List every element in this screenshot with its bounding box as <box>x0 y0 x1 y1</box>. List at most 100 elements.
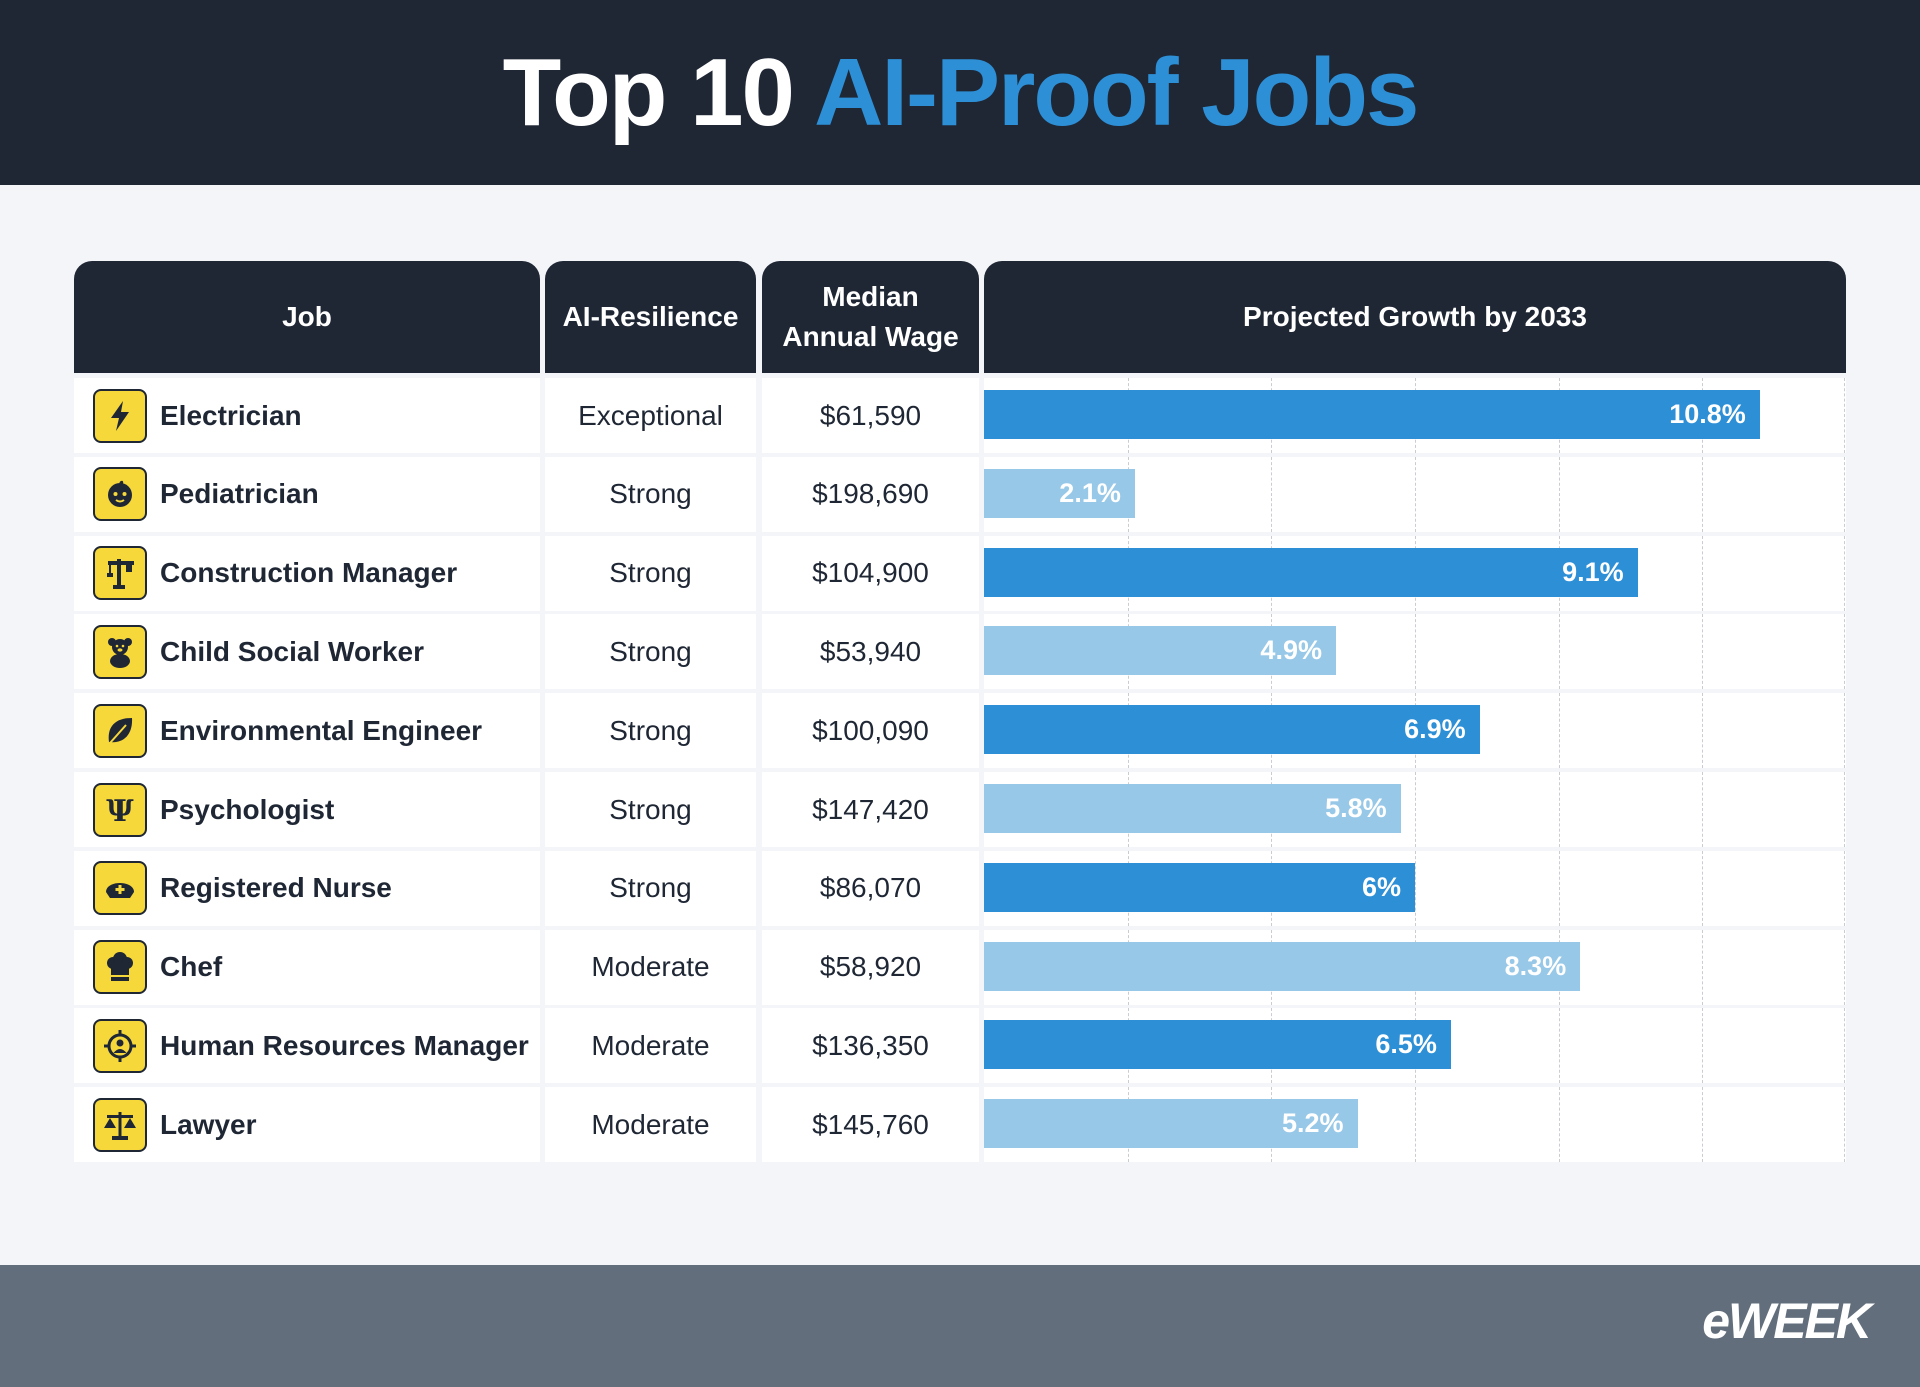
wage-value: $145,760 <box>812 1108 929 1140</box>
gridline <box>1702 1087 1704 1163</box>
svg-text:Ψ: Ψ <box>106 794 134 828</box>
job-cell: Registered Nurse <box>74 850 540 926</box>
header-growth: Projected Growth by 2033 <box>984 261 1846 373</box>
nurse-cap-icon <box>93 861 147 916</box>
baby-face-icon <box>93 467 147 522</box>
gridline <box>1558 1087 1560 1163</box>
leaf-icon <box>93 703 147 758</box>
job-name: Lawyer <box>160 1108 257 1140</box>
wage-value: $136,350 <box>812 1029 929 1061</box>
resilience-value: Strong <box>609 872 692 904</box>
growth-cell: 2.1% <box>984 456 1846 532</box>
growth-cell: 6.9% <box>984 693 1846 769</box>
header-job: Job <box>74 261 540 373</box>
resilience-cell: Moderate <box>545 1087 756 1163</box>
page-header: Top 10 AI-Proof Jobs <box>0 0 1920 185</box>
growth-cell: 6.5% <box>984 1008 1846 1084</box>
growth-cell: 4.9% <box>984 614 1846 690</box>
resilience-value: Moderate <box>591 1108 710 1140</box>
gridline <box>1702 929 1704 1005</box>
table-row: Registered Nurse Strong $86,070 6% <box>74 850 1846 926</box>
table-row: Construction Manager Strong $104,900 9.1… <box>74 535 1846 611</box>
growth-label: 10.8% <box>1669 399 1746 429</box>
job-name: Psychologist <box>160 793 335 825</box>
gridline <box>1415 614 1416 690</box>
wage-cell: $58,920 <box>762 929 979 1005</box>
job-name: Construction Manager <box>160 557 458 589</box>
header-job-label: Job <box>282 301 332 332</box>
resilience-cell: Strong <box>545 772 756 847</box>
resilience-value: Exceptional <box>578 399 723 431</box>
resilience-cell: Strong <box>545 535 756 611</box>
header-growth-label: Projected Growth by 2033 <box>1243 301 1587 332</box>
gridline <box>1844 614 1845 690</box>
title-part-2: AI-Proof Jobs <box>814 38 1419 146</box>
resilience-cell: Exceptional <box>545 378 756 453</box>
growth-label: 9.1% <box>1562 556 1624 587</box>
table-row: Lawyer Moderate $145,760 5.2% <box>74 1087 1846 1163</box>
gridline <box>1844 929 1845 1005</box>
gridline <box>1415 772 1416 847</box>
resilience-cell: Strong <box>545 456 756 532</box>
wage-value: $104,900 <box>812 557 929 589</box>
wage-cell: $147,420 <box>762 772 979 847</box>
gridline <box>1702 1008 1704 1084</box>
page-footer: eWEEK <box>0 1265 1920 1387</box>
gridline <box>1702 614 1704 690</box>
job-name: Environmental Engineer <box>160 714 483 746</box>
gridline <box>1558 456 1560 532</box>
growth-bar: 8.3% <box>984 941 1581 991</box>
table-row: Chef Moderate $58,920 8.3% <box>74 929 1846 1005</box>
table-row: Pediatrician Strong $198,690 2.1% <box>74 456 1846 532</box>
growth-cell: 5.2% <box>984 1087 1846 1163</box>
resilience-value: Strong <box>609 478 692 510</box>
resilience-cell: Strong <box>545 850 756 926</box>
growth-bar: 5.8% <box>984 784 1401 833</box>
crane-icon <box>93 546 147 601</box>
growth-label: 4.9% <box>1260 635 1322 666</box>
job-cell: Lawyer <box>74 1087 540 1163</box>
gridline <box>1558 693 1560 769</box>
growth-label: 6.9% <box>1404 714 1466 745</box>
growth-bar: 4.9% <box>984 626 1336 676</box>
wage-cell: $61,590 <box>762 378 979 453</box>
job-cell: Human Resources Manager <box>74 1008 540 1084</box>
gridline <box>1558 1008 1560 1084</box>
growth-cell: 9.1% <box>984 535 1846 611</box>
resilience-cell: Strong <box>545 614 756 690</box>
wage-cell: $100,090 <box>762 693 979 769</box>
resilience-cell: Strong <box>545 693 756 769</box>
growth-bar: 6.5% <box>984 1020 1451 1070</box>
gridline <box>1415 1087 1416 1163</box>
job-name: Pediatrician <box>160 478 319 510</box>
gridline <box>1702 456 1704 532</box>
wage-value: $147,420 <box>812 793 929 825</box>
gridline <box>1415 456 1416 532</box>
growth-bar: 5.2% <box>984 1099 1358 1149</box>
gridline <box>1844 1008 1845 1084</box>
wage-value: $100,090 <box>812 714 929 746</box>
gridline <box>1702 772 1704 847</box>
gridline <box>1558 772 1560 847</box>
table-row: Child Social Worker Strong $53,940 4.9% <box>74 614 1846 690</box>
title-part-1: Top 10 <box>502 38 795 146</box>
resilience-value: Moderate <box>591 951 710 983</box>
wage-cell: $136,350 <box>762 1008 979 1084</box>
growth-bar: 10.8% <box>984 390 1760 439</box>
gridline <box>1844 850 1845 926</box>
job-cell: Chef <box>74 929 540 1005</box>
table-row: Environmental Engineer Strong $100,090 6… <box>74 693 1846 769</box>
eweek-logo: eWEEK <box>1702 1293 1872 1349</box>
gridline <box>1702 850 1704 926</box>
gridline <box>1558 850 1560 926</box>
job-name: Chef <box>160 951 223 983</box>
job-cell: Construction Manager <box>74 535 540 611</box>
growth-cell: 6% <box>984 850 1846 926</box>
gridline <box>1844 1087 1845 1163</box>
job-cell: Electrician <box>74 378 540 453</box>
job-name: Registered Nurse <box>160 872 392 904</box>
growth-bar: 6% <box>984 862 1415 912</box>
wage-cell: $86,070 <box>762 850 979 926</box>
lightning-icon <box>93 388 147 443</box>
gridline <box>1415 850 1416 926</box>
